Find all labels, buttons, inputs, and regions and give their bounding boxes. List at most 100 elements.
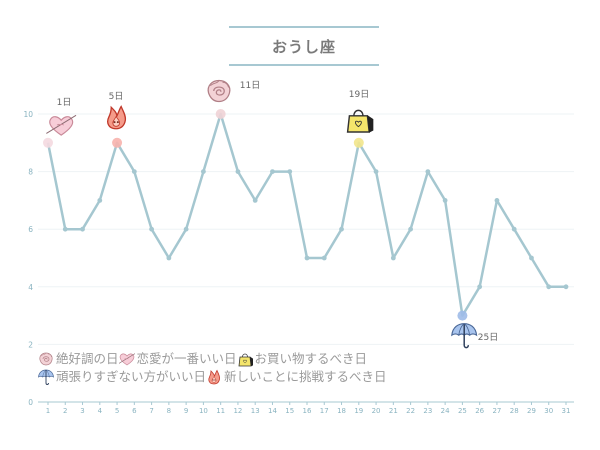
data-point xyxy=(235,169,241,175)
x-tick-label: 7 xyxy=(149,407,153,415)
data-point xyxy=(373,169,379,175)
x-tick-label: 2 xyxy=(63,407,67,415)
y-tick-label: 8 xyxy=(28,168,33,177)
legend-item: 頑張りすぎない方がいい日 xyxy=(38,368,206,386)
legend-label: 新しいことに挑戦するべき日 xyxy=(224,369,387,384)
x-tick-label: 3 xyxy=(80,407,84,415)
annotation-label: 19日 xyxy=(349,89,369,100)
annotation-label: 1日 xyxy=(57,97,72,108)
x-tick-label: 13 xyxy=(251,407,260,415)
data-point xyxy=(442,198,448,203)
shopping-bag-icon xyxy=(238,353,253,367)
data-point xyxy=(477,284,483,290)
legend-label: 頑張りすぎない方がいい日 xyxy=(56,369,207,384)
legend-item: 絶好調の日 xyxy=(38,350,119,368)
x-tick-label: 24 xyxy=(441,407,450,415)
data-point xyxy=(339,226,344,232)
legend-label: 恋愛が一番いい日 xyxy=(136,351,237,366)
x-tick-label: 25 xyxy=(458,407,467,415)
fire-flame-icon xyxy=(107,105,127,130)
x-tick-label: 27 xyxy=(492,407,501,415)
x-tick-label: 21 xyxy=(389,407,398,415)
heart-love-icon xyxy=(46,114,77,136)
data-point xyxy=(408,226,413,232)
x-tick-label: 8 xyxy=(167,407,171,415)
highlight-point xyxy=(215,109,226,119)
y-tick-label: 4 xyxy=(28,283,33,292)
legend-row-2: 頑張りすぎない方がいい日 新しいことに挑戦するべき日 xyxy=(38,368,387,386)
x-tick-label: 10 xyxy=(199,407,208,415)
fire-flame-icon xyxy=(208,369,220,385)
legend-item: 新しいことに挑戦するべき日 xyxy=(206,368,387,386)
x-tick-label: 29 xyxy=(527,407,536,415)
umbrella-icon xyxy=(38,369,54,385)
x-tick-label: 22 xyxy=(406,407,415,415)
y-tick-label: 10 xyxy=(23,110,33,119)
highlight-point xyxy=(112,137,123,148)
data-point xyxy=(166,255,172,261)
flower-rose-icon xyxy=(39,352,53,366)
data-point xyxy=(270,169,275,175)
x-tick-label: 23 xyxy=(423,407,432,415)
highlight-point xyxy=(43,137,53,148)
data-point xyxy=(425,169,431,175)
data-point xyxy=(183,226,189,232)
data-point xyxy=(511,226,517,232)
legend: 絶好調の日 恋愛が一番いい日 お買い物するべき日 頑張りすぎない方がいい日 新しいこと… xyxy=(38,350,387,386)
x-tick-label: 18 xyxy=(337,407,346,415)
highlight-point xyxy=(353,137,364,148)
legend-label: お買い物するべき日 xyxy=(254,351,368,366)
chart-title: おうし座 xyxy=(229,26,379,66)
x-tick-label: 6 xyxy=(132,407,137,415)
x-tick-label: 31 xyxy=(562,407,571,415)
legend-row-1: 絶好調の日 恋愛が一番いい日 お買い物するべき日 xyxy=(38,350,387,368)
data-point xyxy=(80,226,85,232)
data-point xyxy=(252,198,258,203)
data-point xyxy=(62,226,68,232)
data-point xyxy=(563,284,569,290)
chart-title-text: おうし座 xyxy=(271,37,336,56)
highlight-point xyxy=(457,310,468,321)
legend-item: 恋愛が一番いい日 xyxy=(118,350,237,368)
y-tick-label: 6 xyxy=(28,225,33,234)
x-tick-label: 11 xyxy=(216,407,225,415)
x-tick-label: 30 xyxy=(544,407,553,415)
x-tick-label: 9 xyxy=(184,407,188,415)
x-tick-label: 14 xyxy=(268,407,277,415)
legend-item: お買い物するべき日 xyxy=(237,350,368,368)
y-tick-label: 2 xyxy=(28,340,33,349)
x-tick-label: 1 xyxy=(46,407,50,415)
data-point xyxy=(131,169,137,175)
x-tick-label: 5 xyxy=(115,407,119,415)
x-tick-label: 12 xyxy=(233,407,242,415)
data-point xyxy=(546,284,552,290)
legend-label: 絶好調の日 xyxy=(56,351,119,366)
shopping-bag-icon xyxy=(346,109,374,133)
series-line xyxy=(46,112,566,317)
x-tick-label: 17 xyxy=(320,407,329,415)
data-point xyxy=(321,255,327,261)
data-point xyxy=(201,169,206,175)
data-point xyxy=(494,198,500,203)
x-tick-label: 26 xyxy=(475,407,484,415)
data-point xyxy=(149,226,155,232)
data-point xyxy=(529,255,534,261)
x-tick-label: 4 xyxy=(98,407,103,415)
flower-rose-icon xyxy=(207,79,231,103)
umbrella-icon xyxy=(451,323,478,349)
y-tick-label: 0 xyxy=(28,398,33,407)
x-tick-label: 15 xyxy=(285,407,294,415)
annotation-label: 11日 xyxy=(240,80,260,91)
heart-love-icon xyxy=(118,353,135,366)
data-point xyxy=(97,198,103,203)
x-tick-label: 19 xyxy=(354,407,363,415)
data-point xyxy=(390,255,396,261)
x-tick-label: 16 xyxy=(303,407,312,415)
data-point xyxy=(304,255,310,261)
annotation-label: 5日 xyxy=(109,91,124,102)
data-point xyxy=(287,169,293,175)
annotation-label: 25日 xyxy=(478,332,498,343)
x-tick-label: 20 xyxy=(372,407,381,415)
